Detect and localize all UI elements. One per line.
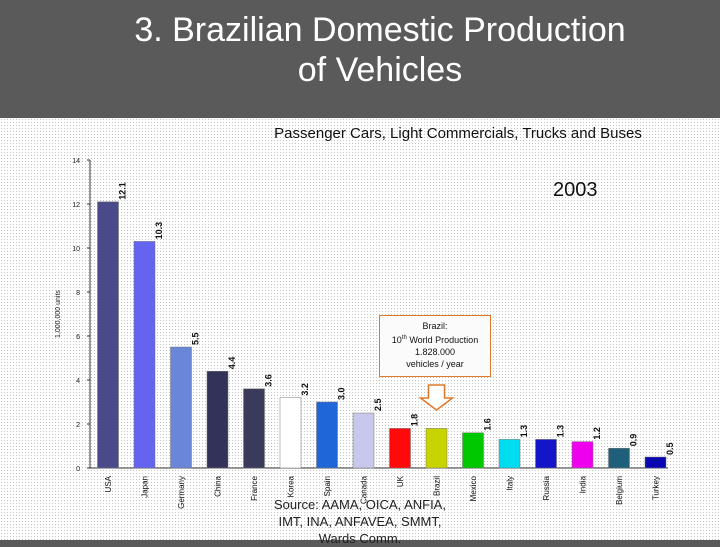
- value-label: 0.9: [629, 434, 639, 447]
- chart-panel: Passenger Cars, Light Commercials, Truck…: [0, 118, 720, 546]
- callout-line-2: 10th World Production: [380, 332, 490, 346]
- value-label: 3.6: [264, 374, 274, 387]
- category-label: Belgium: [615, 476, 624, 505]
- bar-russia: [535, 439, 557, 469]
- value-label: 5.5: [191, 332, 201, 345]
- category-label: France: [250, 475, 259, 500]
- category-label: India: [579, 475, 588, 493]
- y-tick-label: 6: [76, 334, 80, 341]
- bar-italy: [498, 439, 521, 469]
- y-axis-title: 1,000,000 units: [55, 290, 62, 338]
- y-tick-label: 10: [72, 246, 80, 253]
- bar-belgium: [608, 447, 630, 469]
- y-tick-label: 0: [76, 466, 80, 473]
- bar-uk: [389, 428, 411, 469]
- category-label: Brazil: [433, 476, 442, 496]
- bar-usa: [97, 201, 119, 469]
- slide-title-line-1: 3. Brazilian Domestic Production: [134, 11, 626, 49]
- callout-rank-suffix: th: [401, 335, 407, 341]
- y-tick-label: 14: [72, 158, 80, 165]
- category-label: Mexico: [469, 475, 478, 501]
- source-line-3: Wards Comm.: [318, 531, 402, 546]
- category-label: USA: [104, 475, 113, 492]
- callout-line-3: 1.828.000: [414, 347, 456, 357]
- value-label: 1.6: [483, 418, 493, 431]
- y-tick-label: 8: [76, 290, 80, 297]
- y-tick-label: 2: [76, 422, 80, 429]
- category-label: China: [214, 475, 223, 496]
- callout-rank: 10: [391, 335, 402, 345]
- bar-japan: [133, 241, 156, 469]
- category-label: UK: [396, 475, 405, 487]
- category-label: Spain: [323, 476, 332, 496]
- bar-france: [243, 388, 265, 469]
- callout-line-4: vehicles / year: [406, 359, 464, 369]
- y-tick-label: 4: [76, 378, 80, 385]
- slide-title-line-2: of Vehicles: [297, 51, 463, 89]
- bar-korea: [279, 397, 302, 469]
- brazil-callout: Brazil: 10th World Production 1.828.000 …: [379, 315, 491, 377]
- bar-germany: [170, 346, 192, 469]
- category-label: Turkey: [652, 476, 661, 500]
- slide-title: 3. Brazilian Domestic Production of Vehi…: [60, 10, 700, 90]
- bar-brazil: [425, 428, 448, 469]
- bar-china: [206, 370, 229, 469]
- category-label: Italy: [506, 476, 515, 491]
- callout-line-1: Brazil:: [422, 321, 448, 331]
- chart-title: Passenger Cars, Light Commercials, Truck…: [274, 125, 642, 142]
- value-label: 1.8: [410, 414, 420, 427]
- value-label: 0.5: [665, 442, 675, 455]
- category-label: Japan: [141, 476, 150, 498]
- category-label: Canada: [360, 475, 369, 504]
- bar-turkey: [644, 456, 667, 469]
- value-label: 10.3: [154, 222, 164, 240]
- source-line-1: Source: AAMA, OICA, ANFIA,: [274, 497, 446, 512]
- source-line-2: IMT, INA, ANFAVEA, SMMT,: [278, 514, 442, 529]
- value-label: 3.2: [300, 383, 310, 396]
- callout-arrow-icon: [418, 384, 455, 411]
- callout-line-2-rest: World Production: [406, 335, 479, 345]
- value-label: 4.4: [227, 357, 237, 370]
- year-label: 2003: [553, 179, 598, 201]
- bar-canada: [352, 412, 375, 469]
- value-label: 12.1: [118, 182, 128, 200]
- category-label: Korea: [287, 475, 296, 497]
- bar-mexico: [462, 432, 484, 469]
- value-label: 1.3: [519, 425, 529, 438]
- value-label: 3.0: [337, 387, 347, 400]
- category-label: Russia: [542, 475, 551, 500]
- bar-chart: 0 2 4 6 8 10 12 14 1,000,000 units 12.1 USA 10.3 Jap…: [55, 158, 675, 509]
- value-label: 1.3: [556, 425, 566, 438]
- bar-india: [571, 441, 594, 469]
- source-note: Source: AAMA, OICA, ANFIA, IMT, INA, ANF…: [250, 496, 470, 547]
- value-label: 1.2: [592, 427, 602, 440]
- bar-spain: [316, 401, 338, 469]
- value-label: 2.5: [373, 398, 383, 411]
- category-label: Germany: [177, 476, 186, 509]
- y-tick-label: 12: [72, 202, 80, 209]
